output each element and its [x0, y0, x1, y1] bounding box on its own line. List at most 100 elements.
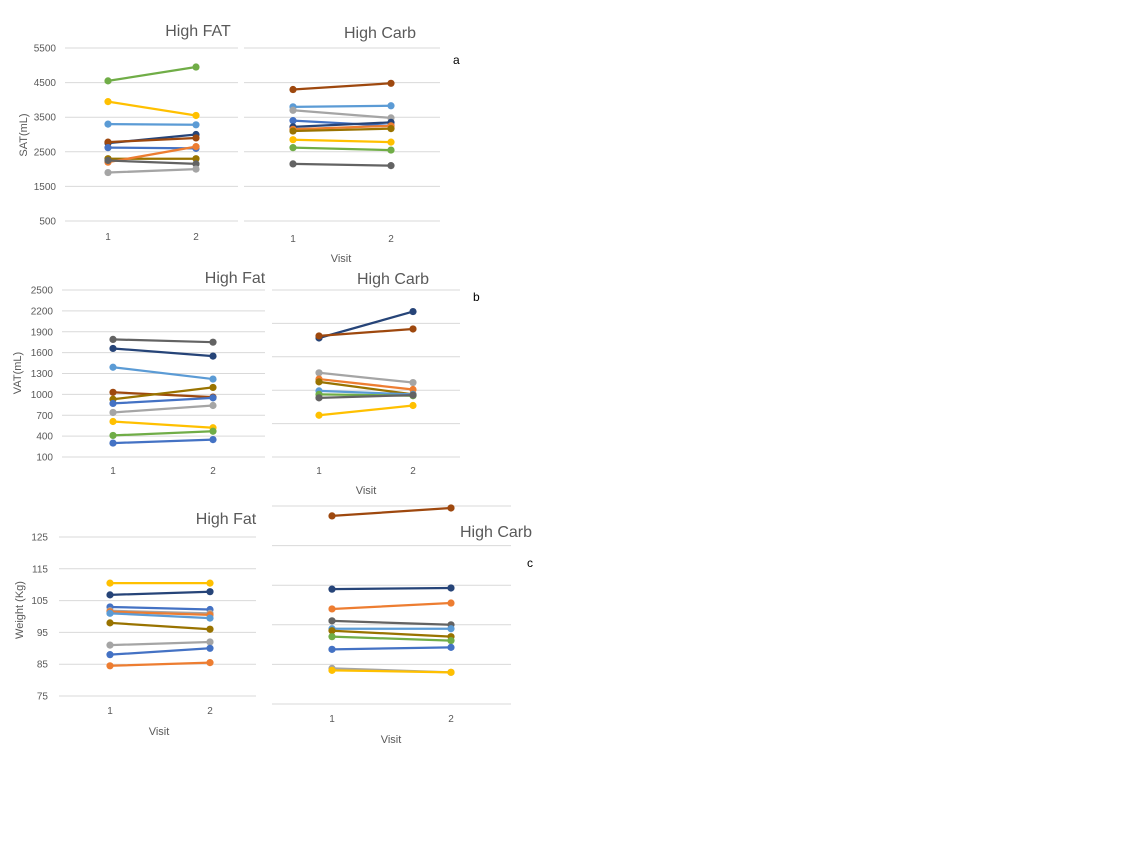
- series-10: [328, 666, 455, 676]
- series-line: [330, 586, 453, 591]
- series-line: [111, 338, 215, 344]
- series-7: [289, 125, 395, 135]
- series-line: [317, 371, 415, 384]
- series-line: [106, 167, 198, 174]
- data-point: [192, 121, 200, 129]
- chart-title: High Carb: [344, 25, 416, 42]
- data-point: [106, 579, 114, 587]
- series-line: [108, 610, 212, 617]
- x-axis-label: Visit: [331, 253, 352, 265]
- series-line: [291, 138, 393, 144]
- gridlines: [244, 47, 440, 222]
- data-point: [104, 120, 112, 128]
- series-line: [108, 590, 212, 597]
- data-point: [315, 378, 323, 386]
- series-3: [289, 106, 395, 122]
- data-point: [209, 427, 217, 435]
- data-point: [109, 439, 117, 447]
- data-point: [328, 585, 336, 593]
- series-line: [330, 669, 453, 674]
- series-line: [108, 647, 212, 656]
- data-point: [192, 143, 200, 151]
- series-6: [106, 609, 214, 622]
- series-line: [291, 146, 393, 152]
- data-point: [315, 411, 323, 419]
- y-tick-label: 100: [36, 453, 53, 464]
- series-10: [289, 160, 395, 170]
- series-line: [108, 605, 212, 611]
- series-10: [104, 165, 200, 177]
- y-tick-label: 85: [37, 660, 49, 671]
- chart-title: High FAT: [165, 23, 231, 40]
- series-9: [289, 144, 395, 154]
- data-point: [209, 338, 217, 346]
- series-line: [106, 122, 198, 126]
- series-line: [317, 310, 415, 340]
- x-axis-label: Visit: [381, 734, 402, 746]
- data-point: [409, 391, 417, 399]
- data-point: [206, 614, 214, 622]
- x-tick-label: 2: [207, 706, 213, 717]
- series-line: [291, 109, 393, 120]
- data-point: [328, 627, 336, 635]
- data-point: [104, 77, 112, 85]
- y-tick-label: 1300: [31, 369, 54, 380]
- x-tick-label: 2: [193, 232, 199, 243]
- series-line: [330, 619, 453, 626]
- chart-title: High Fat: [196, 511, 257, 528]
- y-tick-label: 2500: [34, 147, 57, 158]
- series-line: [111, 391, 215, 399]
- gridlines: [272, 289, 460, 458]
- series-7: [109, 401, 217, 417]
- data-point: [206, 588, 214, 596]
- series-line: [106, 136, 198, 144]
- data-point: [206, 659, 214, 667]
- series-lines: [289, 79, 395, 170]
- chart-title: High Fat: [205, 270, 266, 287]
- series-2: [104, 98, 200, 120]
- series-line: [111, 438, 215, 445]
- series-line: [317, 377, 415, 391]
- series-line: [106, 145, 198, 164]
- series-line: [291, 82, 393, 91]
- x-tick-label: 2: [410, 466, 416, 477]
- series-3: [109, 363, 217, 383]
- data-point: [387, 102, 395, 110]
- data-point: [106, 662, 114, 670]
- data-point: [328, 617, 336, 625]
- data-point: [328, 645, 336, 653]
- y-tick-label: 400: [36, 432, 53, 443]
- series-10: [106, 659, 214, 670]
- data-point: [109, 344, 117, 353]
- y-tick-labels: 500 1500 2500 3500 4500 5500: [34, 44, 57, 228]
- data-point: [289, 144, 297, 152]
- data-point: [387, 125, 395, 133]
- data-point: [109, 417, 117, 426]
- series-2: [109, 344, 217, 360]
- series-1: [106, 579, 214, 587]
- series-line: [291, 121, 393, 129]
- y-tick-label: 105: [31, 596, 48, 607]
- gridlines: [272, 505, 511, 705]
- data-point: [209, 436, 217, 444]
- series-2: [315, 325, 417, 340]
- series-lines: [109, 335, 217, 447]
- data-point: [328, 633, 336, 641]
- series-7: [106, 619, 214, 633]
- series-line: [111, 404, 215, 414]
- series-line: [291, 162, 393, 167]
- y-tick-label: 1900: [31, 327, 54, 338]
- data-point: [106, 641, 114, 649]
- y-tick-label: 2500: [31, 286, 54, 297]
- data-point: [209, 401, 217, 410]
- data-point: [387, 162, 395, 170]
- series-3: [328, 599, 455, 613]
- series-3: [315, 369, 417, 387]
- data-point: [387, 79, 395, 87]
- series-line: [330, 506, 453, 518]
